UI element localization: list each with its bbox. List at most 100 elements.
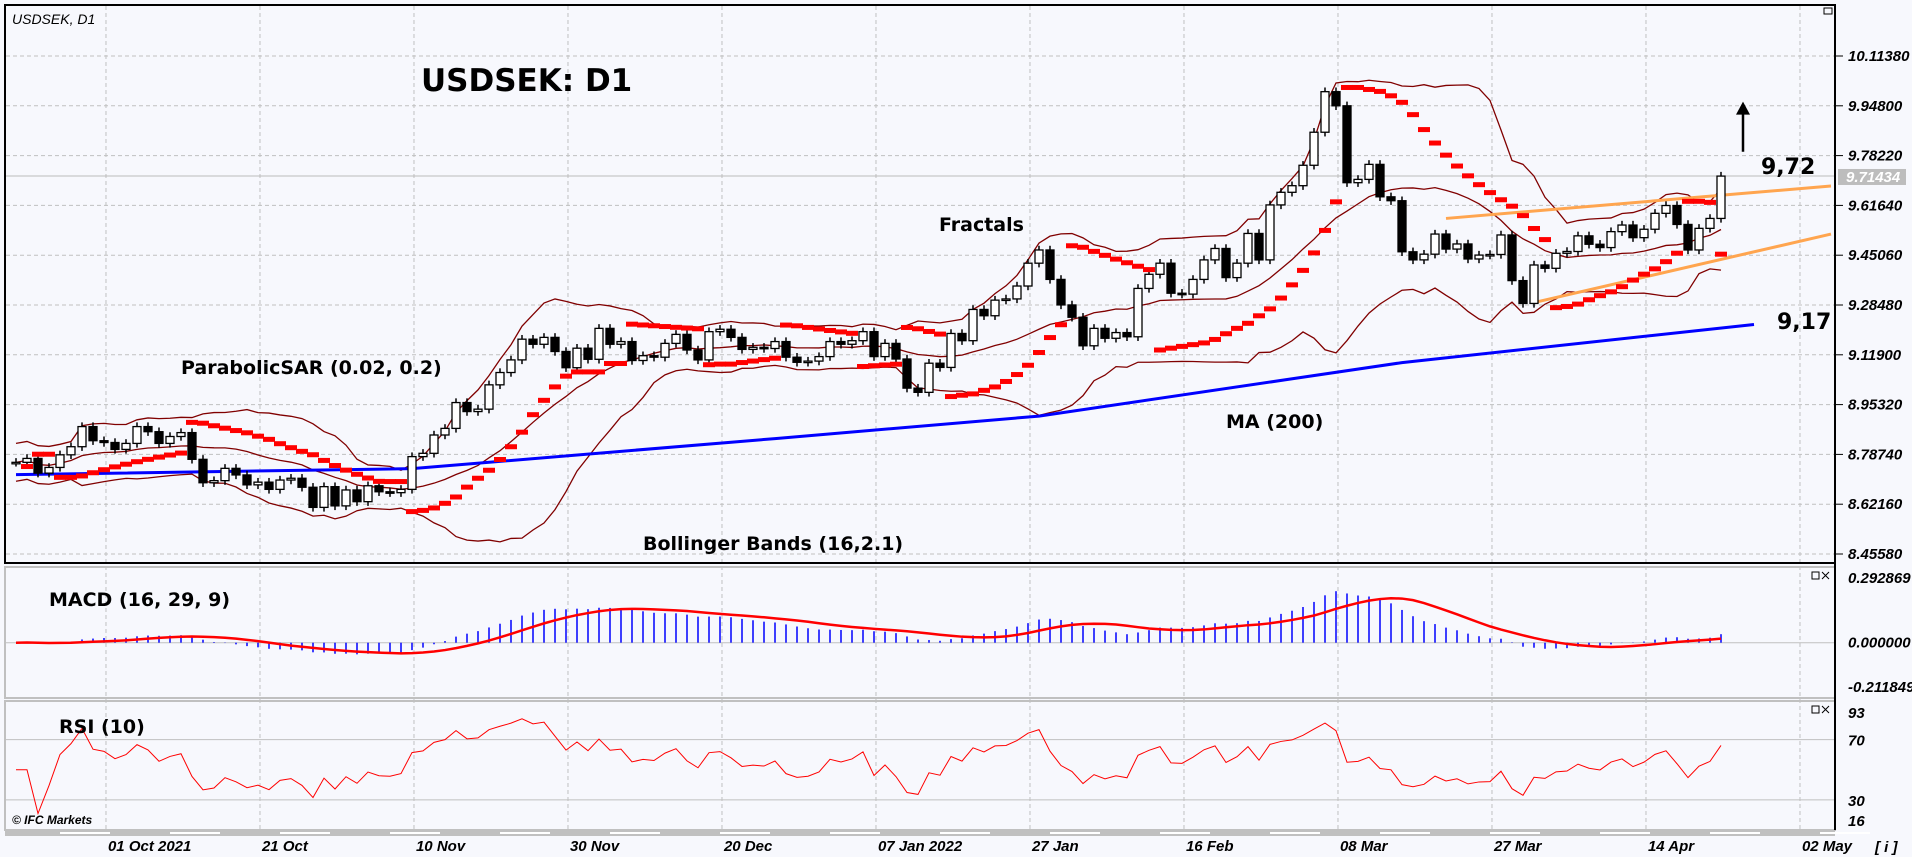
candle-body xyxy=(1419,253,1429,261)
axes: 10.11380 9.94800 9.78220 9.61640 9.45060 9.28… xyxy=(5,48,1912,855)
candle-body xyxy=(1089,327,1099,347)
rsi-panel-frame xyxy=(4,700,1836,831)
candle-body xyxy=(1012,285,1022,300)
candle-body xyxy=(77,425,87,448)
maximize-icon[interactable] xyxy=(1823,7,1833,15)
sar-dot xyxy=(1077,244,1089,250)
macd-label: MACD (16, 29, 9) xyxy=(49,589,230,611)
sar-dot xyxy=(967,391,979,397)
candle-body xyxy=(1188,278,1198,295)
sar-dot xyxy=(626,321,638,327)
sar-dot xyxy=(692,326,704,332)
sar-dot xyxy=(1440,152,1452,158)
macd-window-icons[interactable] xyxy=(1811,571,1830,580)
sar-dot xyxy=(1011,372,1023,378)
candle-body xyxy=(1364,163,1374,181)
candle xyxy=(44,463,54,478)
candle xyxy=(1441,229,1451,254)
candle xyxy=(1232,258,1242,282)
candle-body xyxy=(484,384,494,410)
rsi-maximize-icon[interactable] xyxy=(1811,705,1820,714)
candle xyxy=(1023,258,1033,291)
info-button[interactable]: [ i ] xyxy=(1874,839,1898,856)
candle-body xyxy=(275,479,285,491)
candle-body xyxy=(1111,331,1121,339)
candle xyxy=(1056,275,1066,310)
candle-body xyxy=(308,486,318,509)
candle xyxy=(968,305,978,345)
candle-body xyxy=(1100,327,1110,339)
candle-body xyxy=(1144,273,1154,290)
candle xyxy=(1188,275,1198,299)
sar-dot xyxy=(120,461,132,467)
macd-close-icon[interactable] xyxy=(1821,571,1830,580)
candle xyxy=(143,422,153,436)
candle-body xyxy=(759,346,769,350)
candle xyxy=(693,345,703,365)
candle-body xyxy=(1353,178,1363,184)
candle-body xyxy=(1056,278,1066,306)
candle xyxy=(121,439,131,454)
candle xyxy=(616,337,626,349)
sar-dot xyxy=(384,479,396,485)
candle-body xyxy=(946,332,956,369)
candle xyxy=(759,343,769,353)
sar-dot xyxy=(780,322,792,328)
sar-dot xyxy=(1165,345,1177,351)
candle-body xyxy=(1199,259,1209,281)
up-arrow-icon xyxy=(1736,101,1750,115)
sar-dot xyxy=(483,467,495,473)
candle-body xyxy=(88,425,98,442)
candle xyxy=(11,458,21,467)
candle xyxy=(572,343,582,372)
candle xyxy=(198,455,208,487)
candle-body xyxy=(33,457,43,474)
candle-body xyxy=(418,452,428,458)
candle-body xyxy=(1617,224,1627,233)
scrollbar-segment xyxy=(1050,832,1100,834)
candle-body xyxy=(1474,254,1484,260)
candle xyxy=(913,383,923,397)
candle-body xyxy=(209,480,219,484)
sar-dot xyxy=(131,459,143,465)
rsi-close-icon[interactable] xyxy=(1821,705,1830,714)
support-value-label: 9,17 xyxy=(1777,310,1831,335)
sar-dot xyxy=(1000,378,1012,384)
sar-dot xyxy=(252,433,264,439)
sar-dot xyxy=(670,324,682,330)
candle-body xyxy=(572,347,582,369)
candle xyxy=(176,428,186,441)
sar-dot xyxy=(1066,243,1078,249)
price-panel[interactable] xyxy=(6,79,1834,543)
candle-body xyxy=(1606,231,1616,249)
candle xyxy=(814,352,824,366)
candle xyxy=(1672,201,1682,229)
sar-dot xyxy=(659,324,671,330)
rsi-tick-label: 16 xyxy=(1848,813,1865,830)
rsi-window-icons[interactable] xyxy=(1811,705,1830,714)
candle xyxy=(902,354,912,393)
candle-body xyxy=(693,349,703,361)
candle xyxy=(1419,249,1429,265)
candle xyxy=(1078,313,1088,350)
sar-dot xyxy=(1616,284,1628,290)
macd-maximize-icon[interactable] xyxy=(1811,571,1820,580)
candle xyxy=(935,359,945,372)
horizontal-scrollbar[interactable] xyxy=(5,830,1835,836)
resistance-value-label: 9,72 xyxy=(1761,155,1815,180)
scrollbar-segment xyxy=(610,832,660,834)
candle xyxy=(1705,214,1715,233)
candle xyxy=(792,352,802,367)
sar-dot xyxy=(1561,303,1573,309)
macd-panel[interactable] xyxy=(6,591,1834,655)
rsi-tick-label: 70 xyxy=(1848,733,1865,750)
rsi-panel[interactable] xyxy=(6,718,1834,816)
candle xyxy=(1518,276,1528,308)
sar-dot xyxy=(87,470,99,476)
sar-dot xyxy=(1462,173,1474,179)
candle xyxy=(1111,328,1121,343)
candle xyxy=(1298,161,1308,190)
candle xyxy=(1386,192,1396,205)
candle xyxy=(1694,224,1704,255)
